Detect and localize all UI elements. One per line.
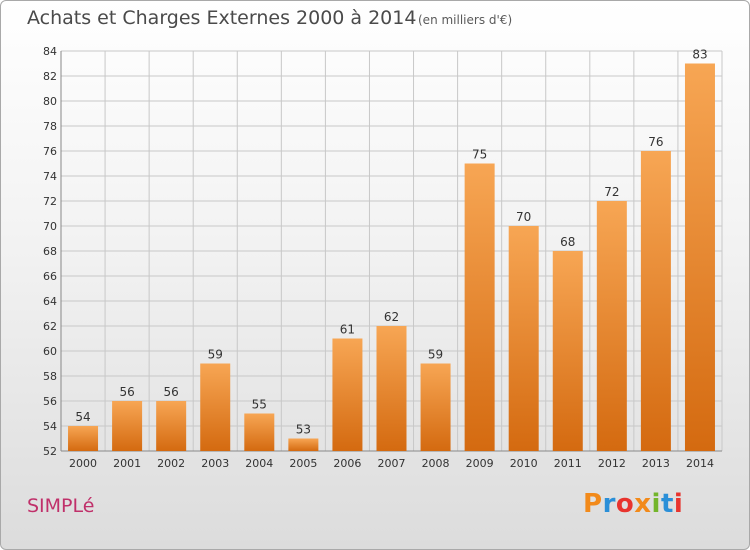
- proxiti-logo[interactable]: Proxiti: [583, 489, 683, 519]
- x-tick-label-2012: 2012: [598, 457, 626, 470]
- x-tick-label-2005: 2005: [289, 457, 317, 470]
- labels-layer: 52 54 56 58 60 62 64 66 68 70 72 74 76 78 80 82 84 54 2000…: [43, 45, 714, 470]
- data-label-2002: 56: [164, 385, 179, 399]
- bar-2003: [200, 363, 231, 451]
- bar-2013: [640, 151, 671, 451]
- x-tick-label-2008: 2008: [422, 457, 450, 470]
- x-tick-label-2009: 2009: [466, 457, 494, 470]
- x-tick-label-2002: 2002: [157, 457, 185, 470]
- chart-title: Achats et Charges Externes 2000 à 2014: [27, 7, 417, 29]
- x-tick-label-2006: 2006: [333, 457, 361, 470]
- y-tick-label: 58: [43, 370, 57, 383]
- data-label-2009: 75: [472, 148, 487, 162]
- y-tick-label: 64: [43, 295, 57, 308]
- data-label-2014: 83: [692, 48, 707, 62]
- logo-letter: t: [660, 489, 674, 519]
- y-tick-label: 82: [43, 70, 57, 83]
- data-label-2003: 59: [208, 348, 223, 362]
- commune-name: SIMPLé: [27, 495, 95, 517]
- x-tick-label-2014: 2014: [686, 457, 714, 470]
- logo-letter: x: [634, 489, 652, 519]
- data-label-2011: 68: [560, 235, 575, 249]
- data-label-2000: 54: [75, 410, 90, 424]
- bar-2008: [420, 363, 451, 451]
- y-tick-label: 62: [43, 320, 57, 333]
- x-tick-label-2011: 2011: [554, 457, 582, 470]
- y-tick-label: 68: [43, 245, 57, 258]
- y-tick-label: 60: [43, 345, 57, 358]
- y-tick-label: 78: [43, 120, 57, 133]
- y-tick-label: 66: [43, 270, 57, 283]
- data-label-2005: 53: [296, 423, 311, 437]
- bar-2005: [288, 438, 319, 451]
- y-tick-label: 54: [43, 420, 57, 433]
- logo-letter: i: [651, 489, 661, 519]
- chart-subtitle: (en milliers d'€): [418, 13, 513, 27]
- logo-letter: i: [673, 489, 684, 519]
- bar-2007: [376, 326, 407, 451]
- bar-2012: [596, 201, 627, 451]
- logo-letter: o: [615, 489, 635, 519]
- y-tick-label: 74: [43, 170, 57, 183]
- bar-2001: [112, 401, 143, 451]
- data-label-2008: 59: [428, 348, 443, 362]
- bar-2004: [244, 413, 275, 451]
- x-tick-label-2004: 2004: [245, 457, 273, 470]
- bars-layer: [68, 63, 715, 451]
- bar-2011: [552, 251, 583, 451]
- bar-2002: [156, 401, 187, 451]
- y-tick-label: 72: [43, 195, 57, 208]
- x-tick-label-2000: 2000: [69, 457, 97, 470]
- data-label-2001: 56: [119, 385, 134, 399]
- x-tick-label-2003: 2003: [201, 457, 229, 470]
- data-label-2010: 70: [516, 210, 531, 224]
- data-label-2004: 55: [252, 398, 267, 412]
- x-tick-label-2013: 2013: [642, 457, 670, 470]
- y-tick-label: 80: [43, 95, 57, 108]
- y-tick-label: 76: [43, 145, 57, 158]
- x-tick-label-2010: 2010: [510, 457, 538, 470]
- logo-letter: r: [602, 489, 616, 519]
- y-tick-label: 70: [43, 220, 57, 233]
- logo-letter: P: [583, 489, 603, 519]
- x-tick-label-2001: 2001: [113, 457, 141, 470]
- x-tick-label-2007: 2007: [378, 457, 406, 470]
- y-tick-label: 84: [43, 45, 57, 58]
- bar-2000: [68, 426, 99, 451]
- data-label-2007: 62: [384, 310, 399, 324]
- bar-2014: [684, 63, 715, 451]
- data-label-2006: 61: [340, 323, 355, 337]
- bar-2010: [508, 226, 539, 451]
- y-tick-label: 56: [43, 395, 57, 408]
- bar-2006: [332, 338, 363, 451]
- bar-2009: [464, 163, 495, 451]
- data-label-2012: 72: [604, 185, 619, 199]
- y-tick-label: 52: [43, 445, 57, 458]
- data-label-2013: 76: [648, 135, 663, 149]
